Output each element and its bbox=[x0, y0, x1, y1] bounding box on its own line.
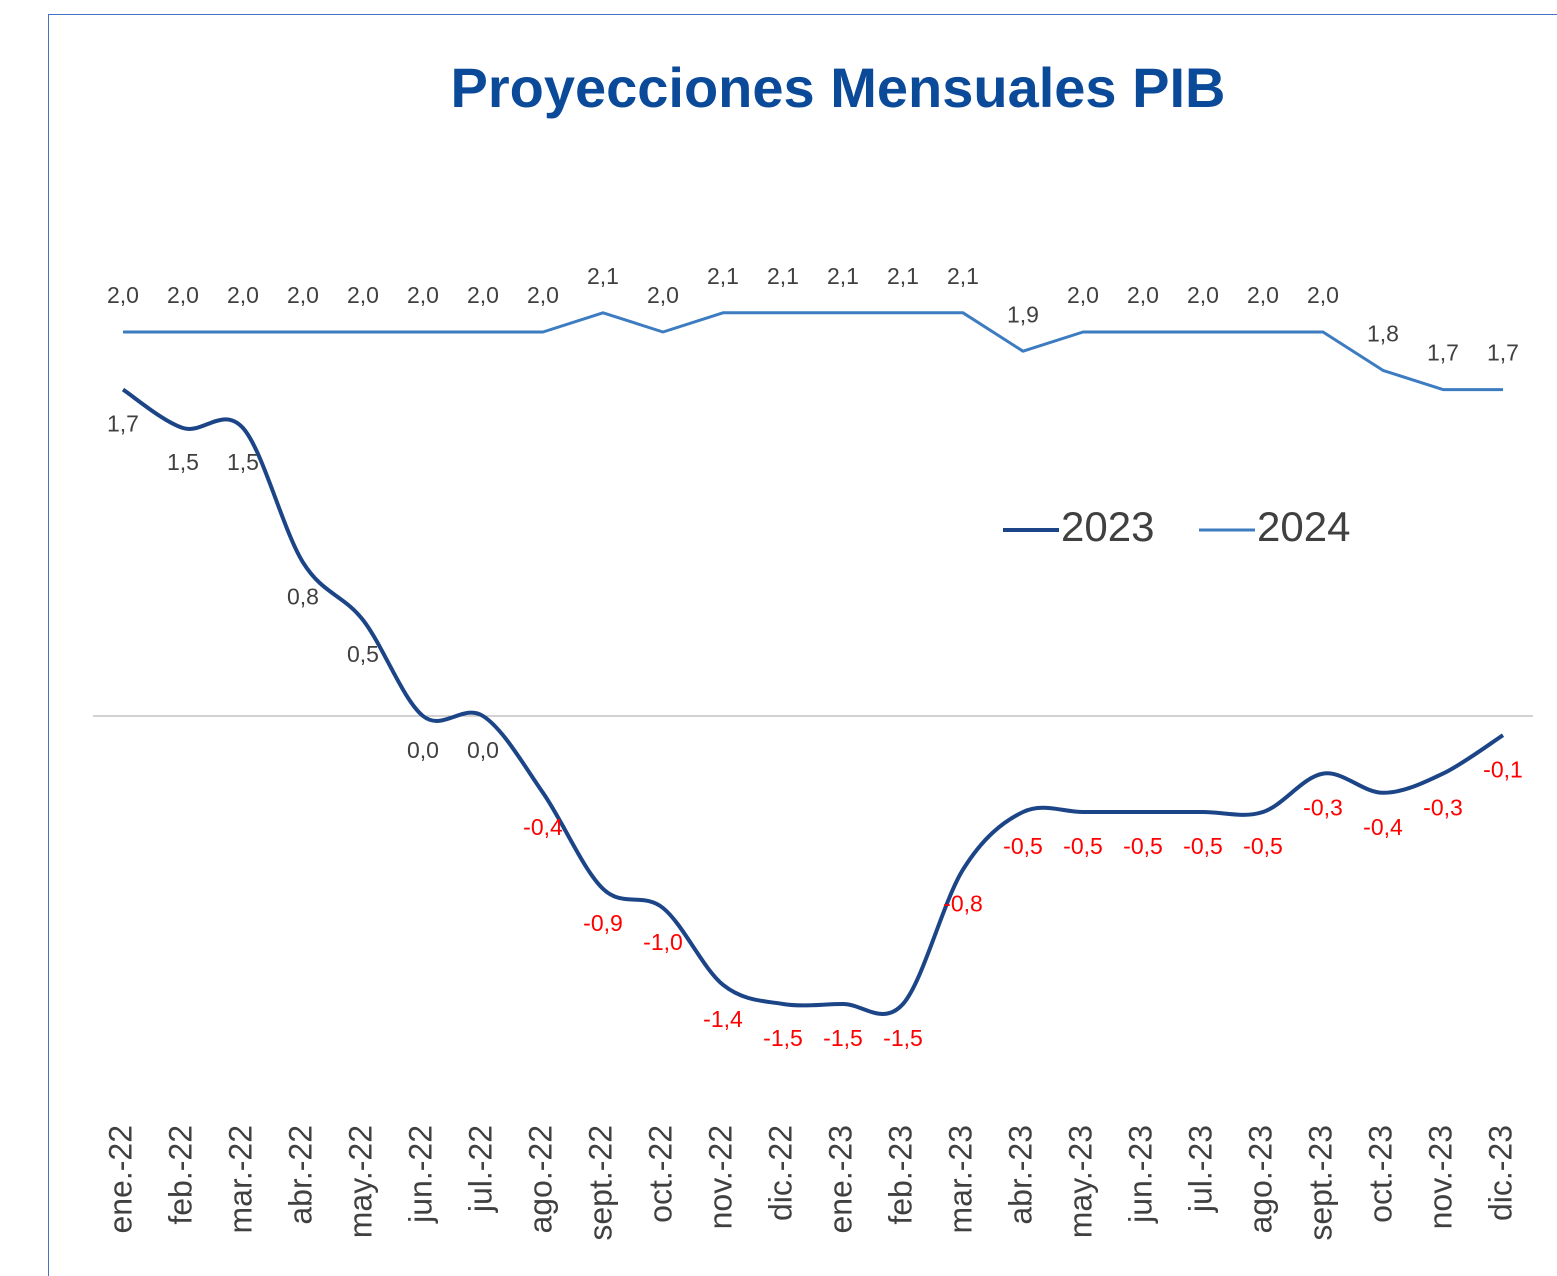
chart-title: Proyecciones Mensuales PIB bbox=[450, 56, 1225, 119]
x-tick-label: ene.-22 bbox=[102, 1125, 138, 1234]
x-tick-label: nov.-22 bbox=[702, 1125, 738, 1229]
data-label: 0,0 bbox=[407, 737, 439, 763]
data-label: 2,1 bbox=[587, 263, 619, 289]
data-label: 2,1 bbox=[767, 263, 799, 289]
data-label: 2,0 bbox=[1127, 282, 1159, 308]
data-label: 2,0 bbox=[227, 282, 259, 308]
data-label: -0,9 bbox=[583, 910, 623, 936]
x-tick-label: ene.-23 bbox=[822, 1125, 858, 1234]
data-label: -0,3 bbox=[1423, 795, 1463, 821]
x-tick-label: feb.-22 bbox=[162, 1125, 198, 1225]
x-tick-label: ago.-22 bbox=[522, 1125, 558, 1234]
data-label: -1,0 bbox=[643, 929, 683, 955]
data-label: 2,1 bbox=[947, 263, 979, 289]
data-label: 2,0 bbox=[1247, 282, 1279, 308]
data-label: 1,7 bbox=[1427, 340, 1459, 366]
data-label: 2,0 bbox=[1067, 282, 1099, 308]
data-label: -0,3 bbox=[1303, 795, 1343, 821]
x-tick-label: jul.-23 bbox=[1182, 1125, 1218, 1213]
data-label: -1,5 bbox=[883, 1025, 923, 1051]
data-label: -1,5 bbox=[763, 1025, 803, 1051]
x-tick-label: jun.-23 bbox=[1122, 1125, 1158, 1224]
series-line bbox=[121, 387, 1505, 1016]
data-label: 2,0 bbox=[167, 282, 199, 308]
data-label: -1,5 bbox=[823, 1025, 863, 1051]
data-label: -0,5 bbox=[1063, 833, 1103, 859]
x-tick-label: sept.-23 bbox=[1302, 1125, 1338, 1241]
data-label: -0,4 bbox=[1363, 814, 1403, 840]
data-label: 2,0 bbox=[647, 282, 679, 308]
x-tick-label: may.-23 bbox=[1062, 1125, 1098, 1238]
data-label: 0,0 bbox=[467, 737, 499, 763]
data-label: 2,1 bbox=[887, 263, 919, 289]
data-label: 2,0 bbox=[467, 282, 499, 308]
data-label: -1,4 bbox=[703, 1006, 743, 1032]
data-label: 1,7 bbox=[107, 411, 139, 437]
data-label: -0,5 bbox=[1003, 833, 1043, 859]
data-label: 2,0 bbox=[347, 282, 379, 308]
data-label: 2,1 bbox=[827, 263, 859, 289]
data-label: 2,0 bbox=[107, 282, 139, 308]
data-label: -0,5 bbox=[1243, 833, 1283, 859]
series-line bbox=[123, 311, 1503, 392]
data-label: 2,1 bbox=[707, 263, 739, 289]
data-label: 1,7 bbox=[1487, 340, 1519, 366]
data-label: 1,8 bbox=[1367, 320, 1399, 346]
data-label: 1,5 bbox=[227, 449, 259, 475]
x-tick-label: jun.-22 bbox=[402, 1125, 438, 1224]
data-label: 2,0 bbox=[1307, 282, 1339, 308]
legend-label: 2023 bbox=[1061, 503, 1154, 550]
chart-frame bbox=[48, 14, 1557, 1276]
data-label: -0,4 bbox=[523, 814, 563, 840]
x-tick-label: may.-22 bbox=[342, 1125, 378, 1238]
x-tick-label: mar.-23 bbox=[942, 1125, 978, 1233]
x-tick-label: dic.-23 bbox=[1482, 1125, 1518, 1221]
data-label: 2,0 bbox=[407, 282, 439, 308]
data-label: 1,5 bbox=[167, 449, 199, 475]
legend-label: 2024 bbox=[1257, 503, 1350, 550]
data-label: -0,5 bbox=[1123, 833, 1163, 859]
x-tick-label: feb.-23 bbox=[882, 1125, 918, 1225]
data-label: -0,5 bbox=[1183, 833, 1223, 859]
data-label: -0,8 bbox=[943, 891, 983, 917]
x-tick-label: dic.-22 bbox=[762, 1125, 798, 1221]
data-label: 2,0 bbox=[1187, 282, 1219, 308]
x-tick-label: abr.-23 bbox=[1002, 1125, 1038, 1225]
x-tick-label: jul.-22 bbox=[462, 1125, 498, 1213]
x-tick-label: oct.-23 bbox=[1362, 1125, 1398, 1223]
data-label: 2,0 bbox=[287, 282, 319, 308]
data-label: 2,0 bbox=[527, 282, 559, 308]
data-label: 0,5 bbox=[347, 641, 379, 667]
data-label: 0,8 bbox=[287, 583, 319, 609]
x-tick-label: nov.-23 bbox=[1422, 1125, 1458, 1229]
x-tick-label: abr.-22 bbox=[282, 1125, 318, 1225]
x-tick-label: oct.-22 bbox=[642, 1125, 678, 1223]
data-label: 1,9 bbox=[1007, 301, 1039, 327]
data-label: -0,1 bbox=[1483, 756, 1523, 782]
x-tick-label: ago.-23 bbox=[1242, 1125, 1278, 1234]
x-tick-label: mar.-22 bbox=[222, 1125, 258, 1233]
x-tick-label: sept.-22 bbox=[582, 1125, 618, 1241]
